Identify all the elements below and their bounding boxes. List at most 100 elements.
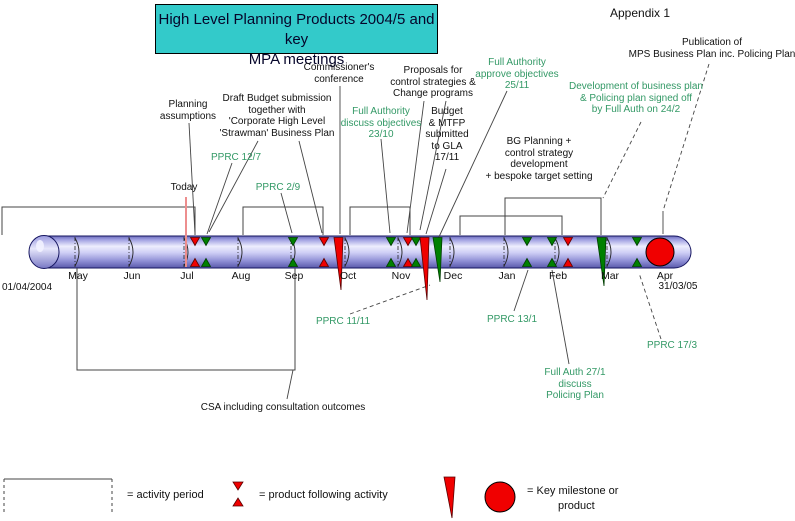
month-divider-arc bbox=[449, 237, 455, 267]
budget-mtfp-label-line: & MTFP bbox=[428, 117, 466, 129]
month-divider-arc bbox=[503, 237, 509, 267]
month-divider-arc bbox=[237, 237, 243, 267]
red-milestone-drip bbox=[419, 237, 430, 301]
tube-end-cap bbox=[28, 235, 60, 269]
proposals-label: Proposals for control strategies & Change … bbox=[323, 65, 543, 100]
leader-line bbox=[662, 63, 710, 212]
month-divider-arc bbox=[606, 237, 612, 267]
planning-assumptions-label-line: assumptions bbox=[159, 110, 217, 122]
green-product-marker-bottom bbox=[631, 257, 643, 267]
start-date-label: 01/04/2004 bbox=[2, 282, 52, 294]
title-box: High Level Planning Products 2004/5 and … bbox=[155, 4, 438, 68]
month-divider-arc bbox=[344, 237, 350, 267]
legend-milestone-circle bbox=[484, 481, 516, 513]
month-divider-arc bbox=[397, 237, 403, 267]
pprc-12-7-label: PPRC 12/7 bbox=[126, 152, 346, 164]
commissioners-conference-label: Commissioner's conference bbox=[229, 62, 449, 85]
green-product-marker-top bbox=[200, 237, 212, 247]
month-divider-arc bbox=[554, 237, 560, 267]
leader-line bbox=[425, 168, 447, 235]
red-product-marker-top bbox=[189, 237, 201, 247]
month-label-dec: Dec bbox=[443, 270, 463, 282]
leader-line bbox=[349, 284, 431, 315]
leader-line bbox=[280, 192, 293, 234]
bg-planning-label-line: BG Planning + bbox=[506, 136, 572, 147]
full-authority-approve-label-line: approve objectives bbox=[475, 68, 559, 80]
publication-label: Publication of MPS Business Plan inc. Pol… bbox=[602, 37, 795, 60]
publication-label-line: MPS Business Plan inc. Policing Plan bbox=[628, 48, 795, 60]
legend-product-marker-top bbox=[232, 481, 244, 491]
planning-assumptions-label: Planning assumptions bbox=[78, 99, 298, 122]
end-date-label: 31/03/05 bbox=[568, 281, 788, 293]
commissioners-conference-label-line: Commissioner's bbox=[303, 62, 375, 73]
budget-mtfp-label-line: Budget bbox=[431, 106, 463, 117]
leader-line bbox=[206, 162, 233, 235]
green-milestone-drip bbox=[596, 237, 607, 287]
commissioners-conference-label-line: conference bbox=[314, 73, 364, 85]
pprc-2-9-label: PPRC 2/9 bbox=[168, 182, 388, 194]
pprc-11-11-label: PPRC 11/11 bbox=[233, 316, 453, 328]
full-authority-discuss-label-line: 23/10 bbox=[368, 129, 394, 140]
development-business-plan-label-line: by Full Auth on 24/2 bbox=[591, 104, 681, 115]
month-label-feb: Feb bbox=[548, 270, 568, 282]
activity-period-bracket bbox=[459, 215, 563, 235]
budget-mtfp-label-line: to GLA bbox=[431, 140, 463, 152]
green-product-marker-bottom bbox=[385, 257, 397, 267]
month-label-oct: Oct bbox=[339, 270, 357, 282]
planning-assumptions-label-line: Planning bbox=[168, 99, 208, 110]
title-line-1: High Level Planning Products 2004/5 and … bbox=[158, 11, 435, 48]
month-label-may: May bbox=[68, 270, 88, 282]
csa-activity-bracket bbox=[76, 268, 296, 371]
full-auth-27-1-label-line: Full Auth 27/1 bbox=[544, 367, 606, 378]
tube-cap-highlight bbox=[36, 240, 44, 252]
legend-activity-period-label: = activity period bbox=[127, 489, 204, 501]
green-product-marker-top bbox=[410, 237, 422, 247]
legend-product-label: = product following activity bbox=[259, 489, 388, 501]
green-product-marker-top bbox=[631, 237, 643, 247]
budget-mtfp-label: Budget & MTFP submitted to GLA 17/11 bbox=[337, 106, 557, 164]
legend-product-marker-bottom bbox=[232, 497, 244, 507]
csa-label: CSA including consultation outcomes bbox=[173, 402, 393, 414]
green-product-marker-top bbox=[546, 237, 558, 247]
leader-line bbox=[638, 272, 662, 340]
red-product-marker-bottom bbox=[318, 257, 330, 267]
leader-line bbox=[406, 100, 425, 234]
red-product-marker-top bbox=[402, 237, 414, 247]
pprc-13-1-label: PPRC 13/1 bbox=[402, 314, 622, 326]
leader-line bbox=[551, 269, 570, 365]
development-business-plan-label-line: & Policing plan signed off bbox=[579, 92, 693, 104]
today-label: Today bbox=[74, 182, 294, 194]
pprc-13-1-label-line: PPRC 13/1 bbox=[486, 314, 538, 325]
green-product-marker-bottom bbox=[287, 257, 299, 267]
green-product-marker-top bbox=[385, 237, 397, 247]
leader-line bbox=[419, 100, 447, 231]
leader-line bbox=[188, 122, 196, 235]
leader-line bbox=[602, 121, 642, 199]
full-authority-approve-label: Full Authority approve objectives 25/11 bbox=[407, 57, 627, 92]
leader-line bbox=[286, 369, 294, 400]
full-auth-27-1-label-line: Policing Plan bbox=[546, 390, 604, 401]
month-label-jan: Jan bbox=[498, 270, 516, 282]
month-label-apr: Apr bbox=[656, 270, 674, 282]
draft-budget-label: Draft Budget submission together with 'Cor… bbox=[167, 93, 387, 139]
green-product-marker-bottom bbox=[200, 257, 212, 267]
green-product-marker-top bbox=[287, 237, 299, 247]
legend-milestone-drip bbox=[443, 476, 456, 519]
month-label-nov: Nov bbox=[391, 270, 411, 282]
full-auth-27-1-label: Full Auth 27/1 discuss Policing Plan bbox=[465, 367, 685, 402]
leader-line bbox=[298, 140, 323, 234]
activity-period-bracket bbox=[1, 206, 196, 235]
draft-budget-label-line: 'Corporate High Level bbox=[228, 116, 326, 127]
month-divider-arc bbox=[128, 237, 134, 267]
red-product-marker-bottom bbox=[189, 257, 201, 267]
full-authority-approve-label-line: 25/11 bbox=[504, 80, 530, 91]
proposals-label-line: Change programs bbox=[392, 88, 474, 99]
timeline-tube bbox=[43, 235, 692, 269]
bg-planning-label-line: development bbox=[510, 159, 568, 170]
leader-line bbox=[513, 269, 529, 312]
red-product-marker-top bbox=[318, 237, 330, 247]
green-milestone-drip bbox=[432, 237, 443, 283]
end-date-label-line: 31/03/05 bbox=[658, 281, 698, 292]
